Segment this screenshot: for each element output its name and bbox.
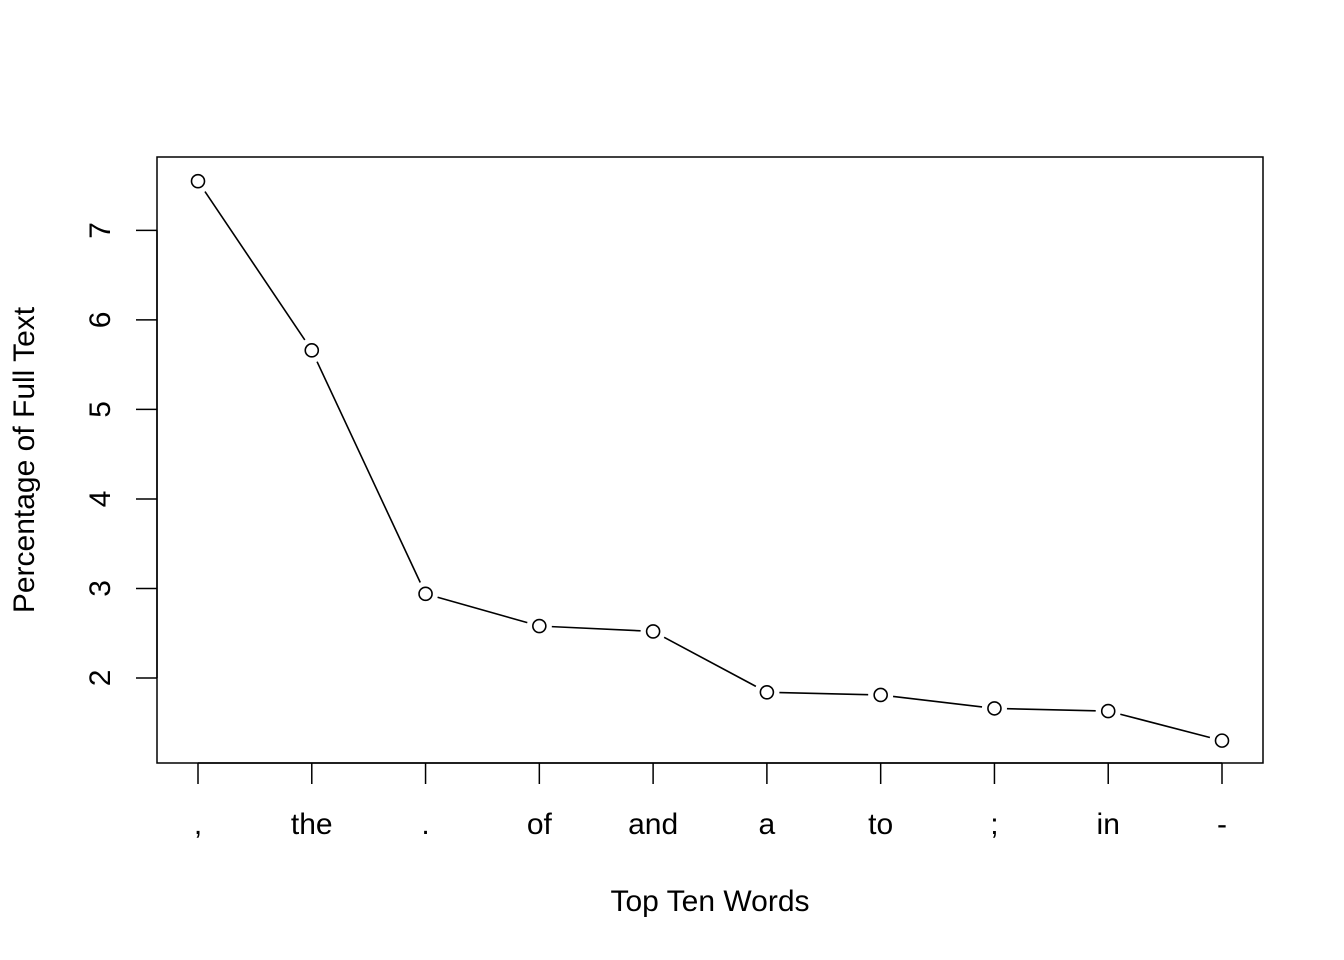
data-point <box>987 701 1002 716</box>
data-point <box>759 684 775 700</box>
x-tick-label: ; <box>990 808 998 841</box>
line-segment <box>663 636 757 688</box>
y-tick-label: 3 <box>84 580 117 597</box>
data-point <box>1100 703 1116 719</box>
line-segment <box>892 695 983 708</box>
y-tick-label: 5 <box>84 401 117 418</box>
line-segment <box>1006 707 1096 712</box>
data-point <box>1214 733 1230 748</box>
x-tick-label: . <box>421 808 429 841</box>
x-axis-label: Top Ten Words <box>611 885 810 918</box>
data-point <box>645 624 661 639</box>
x-axis: , the. of and a to; in - <box>194 762 1227 841</box>
line-segment <box>316 361 421 583</box>
data-points <box>190 173 1230 748</box>
x-tick-label: to <box>868 808 893 841</box>
y-axis: 2 3 4 5 6 7 <box>84 222 158 687</box>
line-segment <box>779 691 869 696</box>
line-segment <box>437 596 528 624</box>
line-segment <box>204 191 306 341</box>
data-point <box>532 618 547 634</box>
y-tick-label: 7 <box>84 222 117 239</box>
x-tick-label: a <box>759 808 776 841</box>
y-tick-label: 4 <box>84 491 117 508</box>
x-tick-label: in <box>1097 808 1120 841</box>
plot-frame <box>156 156 1264 764</box>
data-point <box>190 173 206 189</box>
x-tick-label: , <box>194 808 202 841</box>
y-axis-label: Percentage of Full Text <box>8 306 41 613</box>
data-point <box>873 687 888 703</box>
series-line <box>204 191 1211 739</box>
x-tick-label: - <box>1217 808 1227 841</box>
y-tick-label: 2 <box>84 670 117 687</box>
line-segment <box>1120 713 1211 739</box>
x-tick-label: of <box>527 808 553 841</box>
line-segment <box>551 625 641 632</box>
y-tick-label: 6 <box>84 312 117 329</box>
x-tick-label: and <box>628 808 678 841</box>
data-point <box>418 586 433 602</box>
data-point <box>304 343 320 358</box>
x-tick-label: the <box>291 808 333 841</box>
